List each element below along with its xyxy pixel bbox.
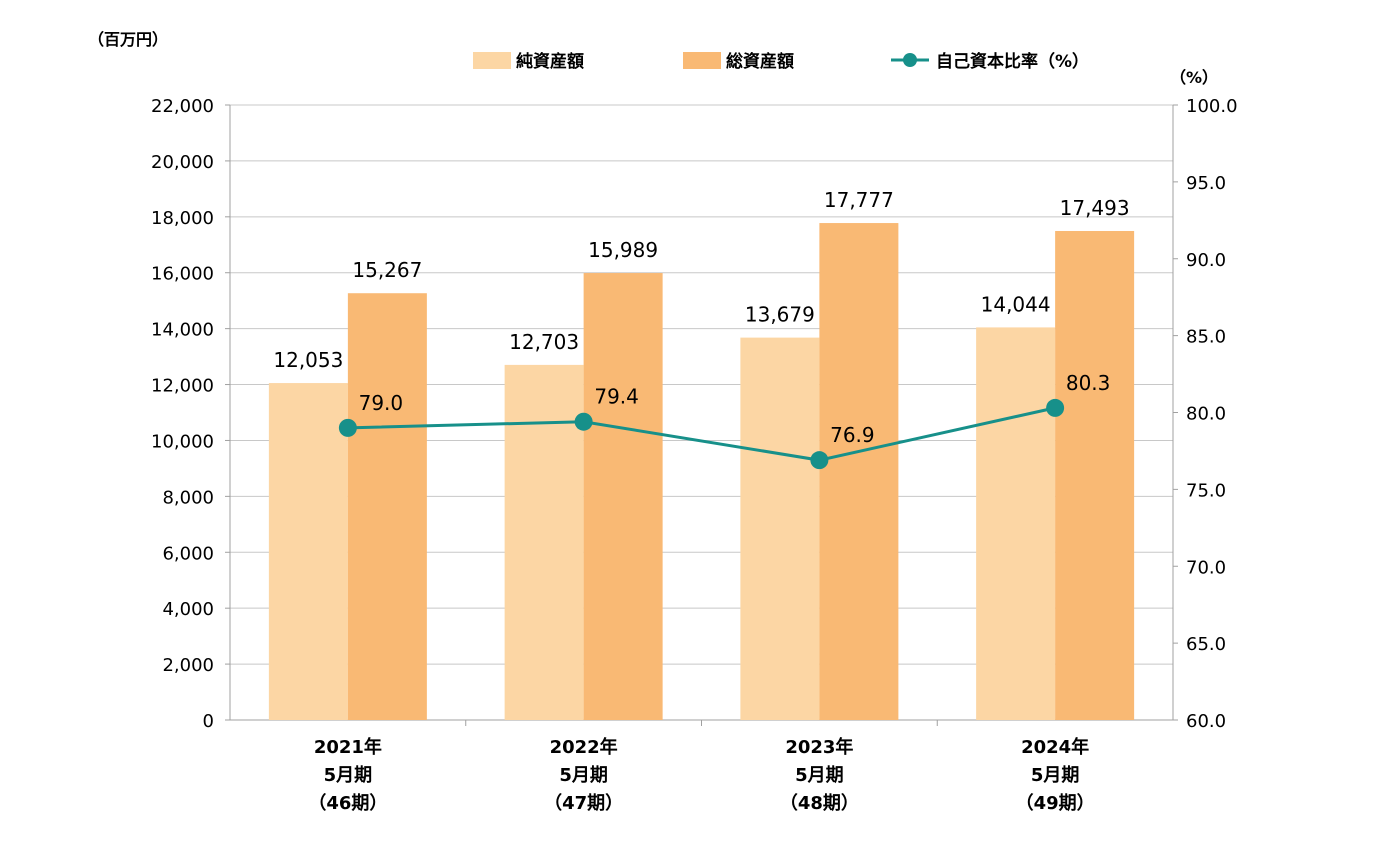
legend-label: 総資産額 <box>726 51 794 72</box>
y-right-tick-label: 65.0 <box>1186 634 1226 655</box>
y-right-tick-label: 100.0 <box>1186 96 1238 117</box>
y-right-tick-label: 70.0 <box>1186 557 1226 578</box>
x-category-label: 5月期 <box>559 765 608 786</box>
bar-net-assets <box>504 364 584 720</box>
bar-data-label: 15,989 <box>588 238 658 262</box>
bar-data-label: 12,053 <box>273 348 343 372</box>
bar-total-assets <box>583 273 663 720</box>
legend-swatch <box>683 52 721 69</box>
y-right-tick-label: 75.0 <box>1186 480 1226 501</box>
y-right-unit-label: （%） <box>1170 68 1218 87</box>
y-left-tick-label: 22,000 <box>151 96 214 117</box>
bar-total-assets <box>1055 230 1135 720</box>
y-left-tick-label: 4,000 <box>162 599 214 620</box>
x-category-label: 5月期 <box>795 765 844 786</box>
bar-data-label: 17,493 <box>1060 196 1130 220</box>
bar-total-assets <box>819 223 899 720</box>
y-right-tick-label: 60.0 <box>1186 711 1226 732</box>
equity-ratio-point <box>810 451 829 470</box>
bar-data-label: 13,679 <box>745 303 815 327</box>
bar-net-assets <box>268 383 348 720</box>
y-left-tick-label: 16,000 <box>151 264 214 285</box>
legend-label: 純資産額 <box>516 51 584 72</box>
y-left-tick-label: 8,000 <box>162 487 214 508</box>
y-left-tick-label: 12,000 <box>151 376 214 397</box>
bar-data-label: 14,044 <box>981 292 1051 316</box>
equity-ratio-label: 80.3 <box>1066 371 1111 395</box>
y-left-tick-label: 10,000 <box>151 431 214 452</box>
equity-ratio-label: 79.4 <box>594 385 639 409</box>
legend-label: 自己資本比率（%） <box>936 51 1089 72</box>
y-right-tick-label: 85.0 <box>1186 327 1226 348</box>
x-category-label: 5月期 <box>324 765 373 786</box>
y-left-tick-label: 20,000 <box>151 152 214 173</box>
y-right-tick-label: 80.0 <box>1186 404 1226 425</box>
y-left-tick-label: 18,000 <box>151 208 214 229</box>
equity-ratio-point <box>338 418 357 437</box>
y-left-unit-label: （百万円） <box>88 30 168 49</box>
bar-net-assets <box>740 337 820 720</box>
legend-swatch <box>473 52 511 69</box>
bar-total-assets <box>347 293 427 720</box>
bar-net-assets <box>976 327 1056 720</box>
x-category-label: 2022年 <box>550 736 618 758</box>
y-left-tick-label: 2,000 <box>162 655 214 676</box>
y-right-tick-label: 95.0 <box>1186 173 1226 194</box>
y-left-tick-label: 0 <box>203 711 214 732</box>
x-category-label: （47期） <box>544 793 623 814</box>
x-category-label: 2023年 <box>785 736 853 758</box>
y-left-tick-label: 14,000 <box>151 320 214 341</box>
x-category-label: 5月期 <box>1031 765 1080 786</box>
x-category-label: （48期） <box>780 793 859 814</box>
equity-ratio-point <box>1046 398 1065 417</box>
x-category-label: （49期） <box>1016 793 1095 814</box>
bar-data-label: 12,703 <box>509 330 579 354</box>
legend-line-marker <box>903 53 917 67</box>
equity-ratio-line <box>347 406 1056 462</box>
bar-data-label: 17,777 <box>824 188 894 212</box>
x-category-label: 2021年 <box>314 736 382 758</box>
equity-ratio-label: 76.9 <box>830 423 875 447</box>
bar-data-label: 15,267 <box>352 258 422 282</box>
equity-ratio-point <box>574 412 593 431</box>
x-category-label: （46期） <box>308 793 387 814</box>
x-category-label: 2024年 <box>1021 736 1089 758</box>
equity-ratio-label: 79.0 <box>359 391 404 415</box>
y-left-tick-label: 6,000 <box>162 543 214 564</box>
y-right-tick-label: 90.0 <box>1186 250 1226 271</box>
